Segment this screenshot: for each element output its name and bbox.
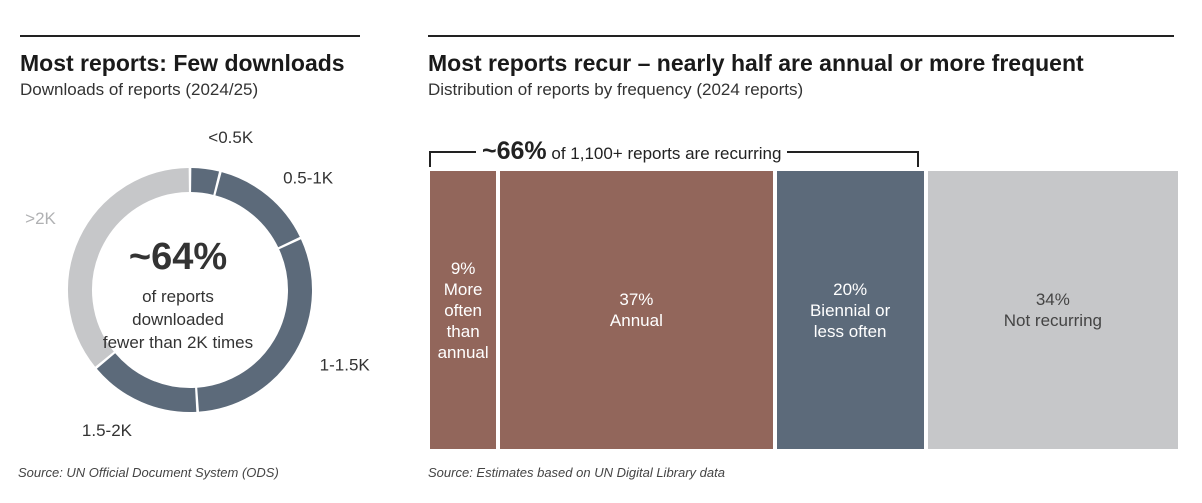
frequency-bar: 37% Annual — [500, 171, 773, 449]
left-source-note: Source: UN Official Document System (ODS… — [18, 465, 279, 480]
left-chart-title: Most reports: Few downloads — [20, 50, 345, 76]
bar-value-label: 37% — [619, 290, 654, 309]
bar-label: 34% Not recurring — [1004, 289, 1102, 331]
bar-category-line: annual — [437, 342, 489, 362]
recurring-text: of 1,100+ reports are recurring — [546, 144, 782, 163]
donut-chart: <0.5K 0.5-1K 1-1.5K 1.5-2K >2K — [25, 128, 371, 440]
donut-slice — [96, 353, 197, 412]
bar-category-line: Not recurring — [1003, 311, 1102, 330]
left-chart-subtitle: Downloads of reports (2024/25) — [20, 80, 259, 99]
bar-category-line: than — [446, 321, 480, 341]
frequency-bar: 20% Biennial or less often — [776, 171, 924, 449]
right-source-note: Source: Estimates based on UN Digital Li… — [428, 465, 725, 480]
donut-slice-label: >2K — [25, 209, 56, 228]
bar-value-label: 20% — [833, 279, 868, 299]
bar-category-line: More — [443, 279, 483, 299]
donut-center-line: of reports — [142, 287, 214, 306]
bar-label: 37% Annual — [610, 289, 663, 331]
right-chart-subtitle: Distribution of reports by frequency (20… — [428, 80, 804, 99]
bar-label: 9% More often than annual — [438, 258, 489, 363]
right-chart-title: Most reports recur – nearly half are ann… — [428, 50, 1084, 76]
donut-center-line: fewer than 2K times — [102, 333, 254, 352]
bar-category-line: less often — [813, 321, 887, 341]
bar-value-label: 34% — [1035, 290, 1070, 309]
left-top-rule — [20, 35, 360, 37]
bar-category-line: Annual — [609, 311, 663, 330]
donut-slice — [196, 239, 312, 412]
recurring-annotation: ~66% of 1,100+ reports are recurring — [476, 137, 788, 166]
bar-category-line: Biennial or — [809, 300, 891, 320]
right-top-rule — [428, 35, 1174, 37]
donut-slice-label: 1-1.5K — [320, 355, 371, 374]
frequency-bar: 34% Not recurring — [927, 171, 1178, 449]
donut-slice — [215, 172, 300, 248]
donut-center-line: downloaded — [132, 310, 224, 329]
bar-category-line: often — [444, 300, 483, 320]
donut-slice — [68, 168, 190, 367]
bar-value-label: 9% — [450, 258, 476, 278]
donut-slice-label: 1.5-2K — [82, 421, 133, 440]
bar-label: 20% Biennial or less often — [810, 279, 890, 342]
donut-center-value: ~64% — [128, 236, 228, 278]
donut-slice-label: <0.5K — [208, 128, 254, 147]
recurring-percent: ~66% — [482, 137, 547, 165]
donut-slice — [190, 168, 220, 195]
donut-center-text: of reports downloaded fewer than 2K time… — [78, 285, 278, 354]
frequency-bar: 9% More often than annual — [430, 171, 497, 449]
donut-slice-label: 0.5-1K — [283, 169, 334, 188]
